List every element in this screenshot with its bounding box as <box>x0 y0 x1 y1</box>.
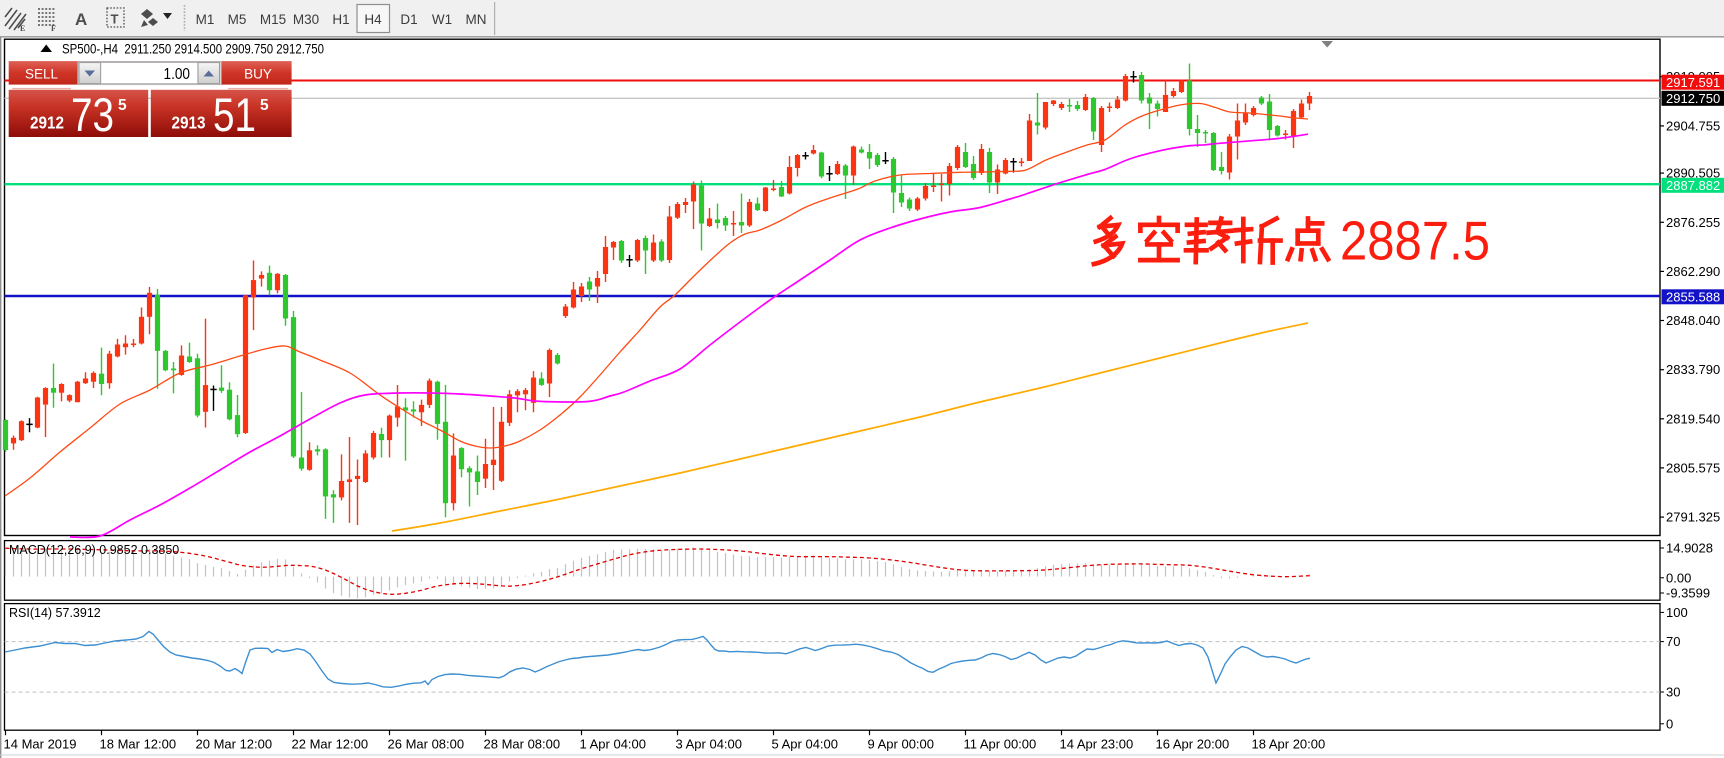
svg-text:H1: H1 <box>332 12 349 27</box>
svg-text:18 Mar 12:00: 18 Mar 12:00 <box>100 737 177 752</box>
svg-text:26 Mar 08:00: 26 Mar 08:00 <box>388 737 465 752</box>
svg-text:70: 70 <box>1666 634 1680 649</box>
svg-text:M15: M15 <box>260 12 286 27</box>
svg-text:2876.255: 2876.255 <box>1666 215 1720 230</box>
svg-text:2887.882: 2887.882 <box>1666 178 1720 193</box>
svg-text:16 Apr 20:00: 16 Apr 20:00 <box>1156 737 1230 752</box>
svg-text:2904.755: 2904.755 <box>1666 118 1720 133</box>
svg-text:2855.588: 2855.588 <box>1666 290 1720 305</box>
svg-text:22 Mar 12:00: 22 Mar 12:00 <box>292 737 369 752</box>
svg-text:20 Mar 12:00: 20 Mar 12:00 <box>196 737 273 752</box>
svg-text:BUY: BUY <box>244 66 272 81</box>
svg-text:RSI(14) 57.3912: RSI(14) 57.3912 <box>9 606 101 620</box>
svg-text:2819.540: 2819.540 <box>1666 411 1720 426</box>
svg-text:51: 51 <box>213 88 256 141</box>
svg-text:2912.750: 2912.750 <box>1666 91 1720 106</box>
svg-text:H4: H4 <box>364 12 382 27</box>
svg-text:2848.040: 2848.040 <box>1666 313 1720 328</box>
svg-text:2912: 2912 <box>30 113 64 133</box>
svg-text:9 Apr 00:00: 9 Apr 00:00 <box>868 737 935 752</box>
svg-text:M1: M1 <box>196 12 215 27</box>
svg-text:1 Apr 04:00: 1 Apr 04:00 <box>580 737 647 752</box>
svg-text:2887.5: 2887.5 <box>1340 210 1490 272</box>
svg-text:2833.790: 2833.790 <box>1666 362 1720 377</box>
svg-text:SP500-,H4 2911.250 2914.500 2: SP500-,H4 2911.250 2914.500 2909.750 291… <box>62 42 324 57</box>
svg-text:MACD(12,26,9) 0.9852 0.3850: MACD(12,26,9) 0.9852 0.3850 <box>9 543 179 557</box>
svg-text:5 Apr 04:00: 5 Apr 04:00 <box>772 737 839 752</box>
svg-text:18 Apr 20:00: 18 Apr 20:00 <box>1252 737 1326 752</box>
svg-text:A: A <box>75 10 87 29</box>
svg-text:E: E <box>20 24 25 33</box>
svg-text:W1: W1 <box>432 12 452 27</box>
svg-text:14 Mar 2019: 14 Mar 2019 <box>4 737 77 752</box>
svg-text:73: 73 <box>71 88 114 141</box>
svg-text:MN: MN <box>466 12 487 27</box>
svg-text:5: 5 <box>260 97 269 114</box>
svg-text:1.00: 1.00 <box>164 66 191 83</box>
svg-text:2917.591: 2917.591 <box>1666 75 1720 90</box>
svg-text:0: 0 <box>1666 716 1673 731</box>
svg-text:0.00: 0.00 <box>1666 570 1691 585</box>
svg-text:2805.575: 2805.575 <box>1666 460 1720 475</box>
svg-text:11 Apr 00:00: 11 Apr 00:00 <box>964 737 1037 752</box>
svg-text:14.9028: 14.9028 <box>1666 541 1713 556</box>
svg-text:14 Apr 23:00: 14 Apr 23:00 <box>1060 737 1134 752</box>
svg-text:D1: D1 <box>400 12 417 27</box>
svg-text:SELL: SELL <box>25 66 59 81</box>
svg-text:M5: M5 <box>228 12 247 27</box>
svg-text:100: 100 <box>1666 605 1688 620</box>
svg-text:30: 30 <box>1666 685 1680 700</box>
svg-text:-9.3599: -9.3599 <box>1666 586 1710 601</box>
svg-text:2913: 2913 <box>172 113 206 133</box>
svg-text:2890.505: 2890.505 <box>1666 166 1720 181</box>
svg-text:28 Mar 08:00: 28 Mar 08:00 <box>484 737 561 752</box>
svg-text:5: 5 <box>118 97 127 114</box>
svg-text:T: T <box>111 12 119 27</box>
svg-text:M30: M30 <box>293 12 319 27</box>
svg-text:2791.325: 2791.325 <box>1666 510 1720 525</box>
svg-text:2862.290: 2862.290 <box>1666 264 1720 279</box>
svg-text:F: F <box>51 24 56 33</box>
svg-text:3 Apr 04:00: 3 Apr 04:00 <box>676 737 743 752</box>
